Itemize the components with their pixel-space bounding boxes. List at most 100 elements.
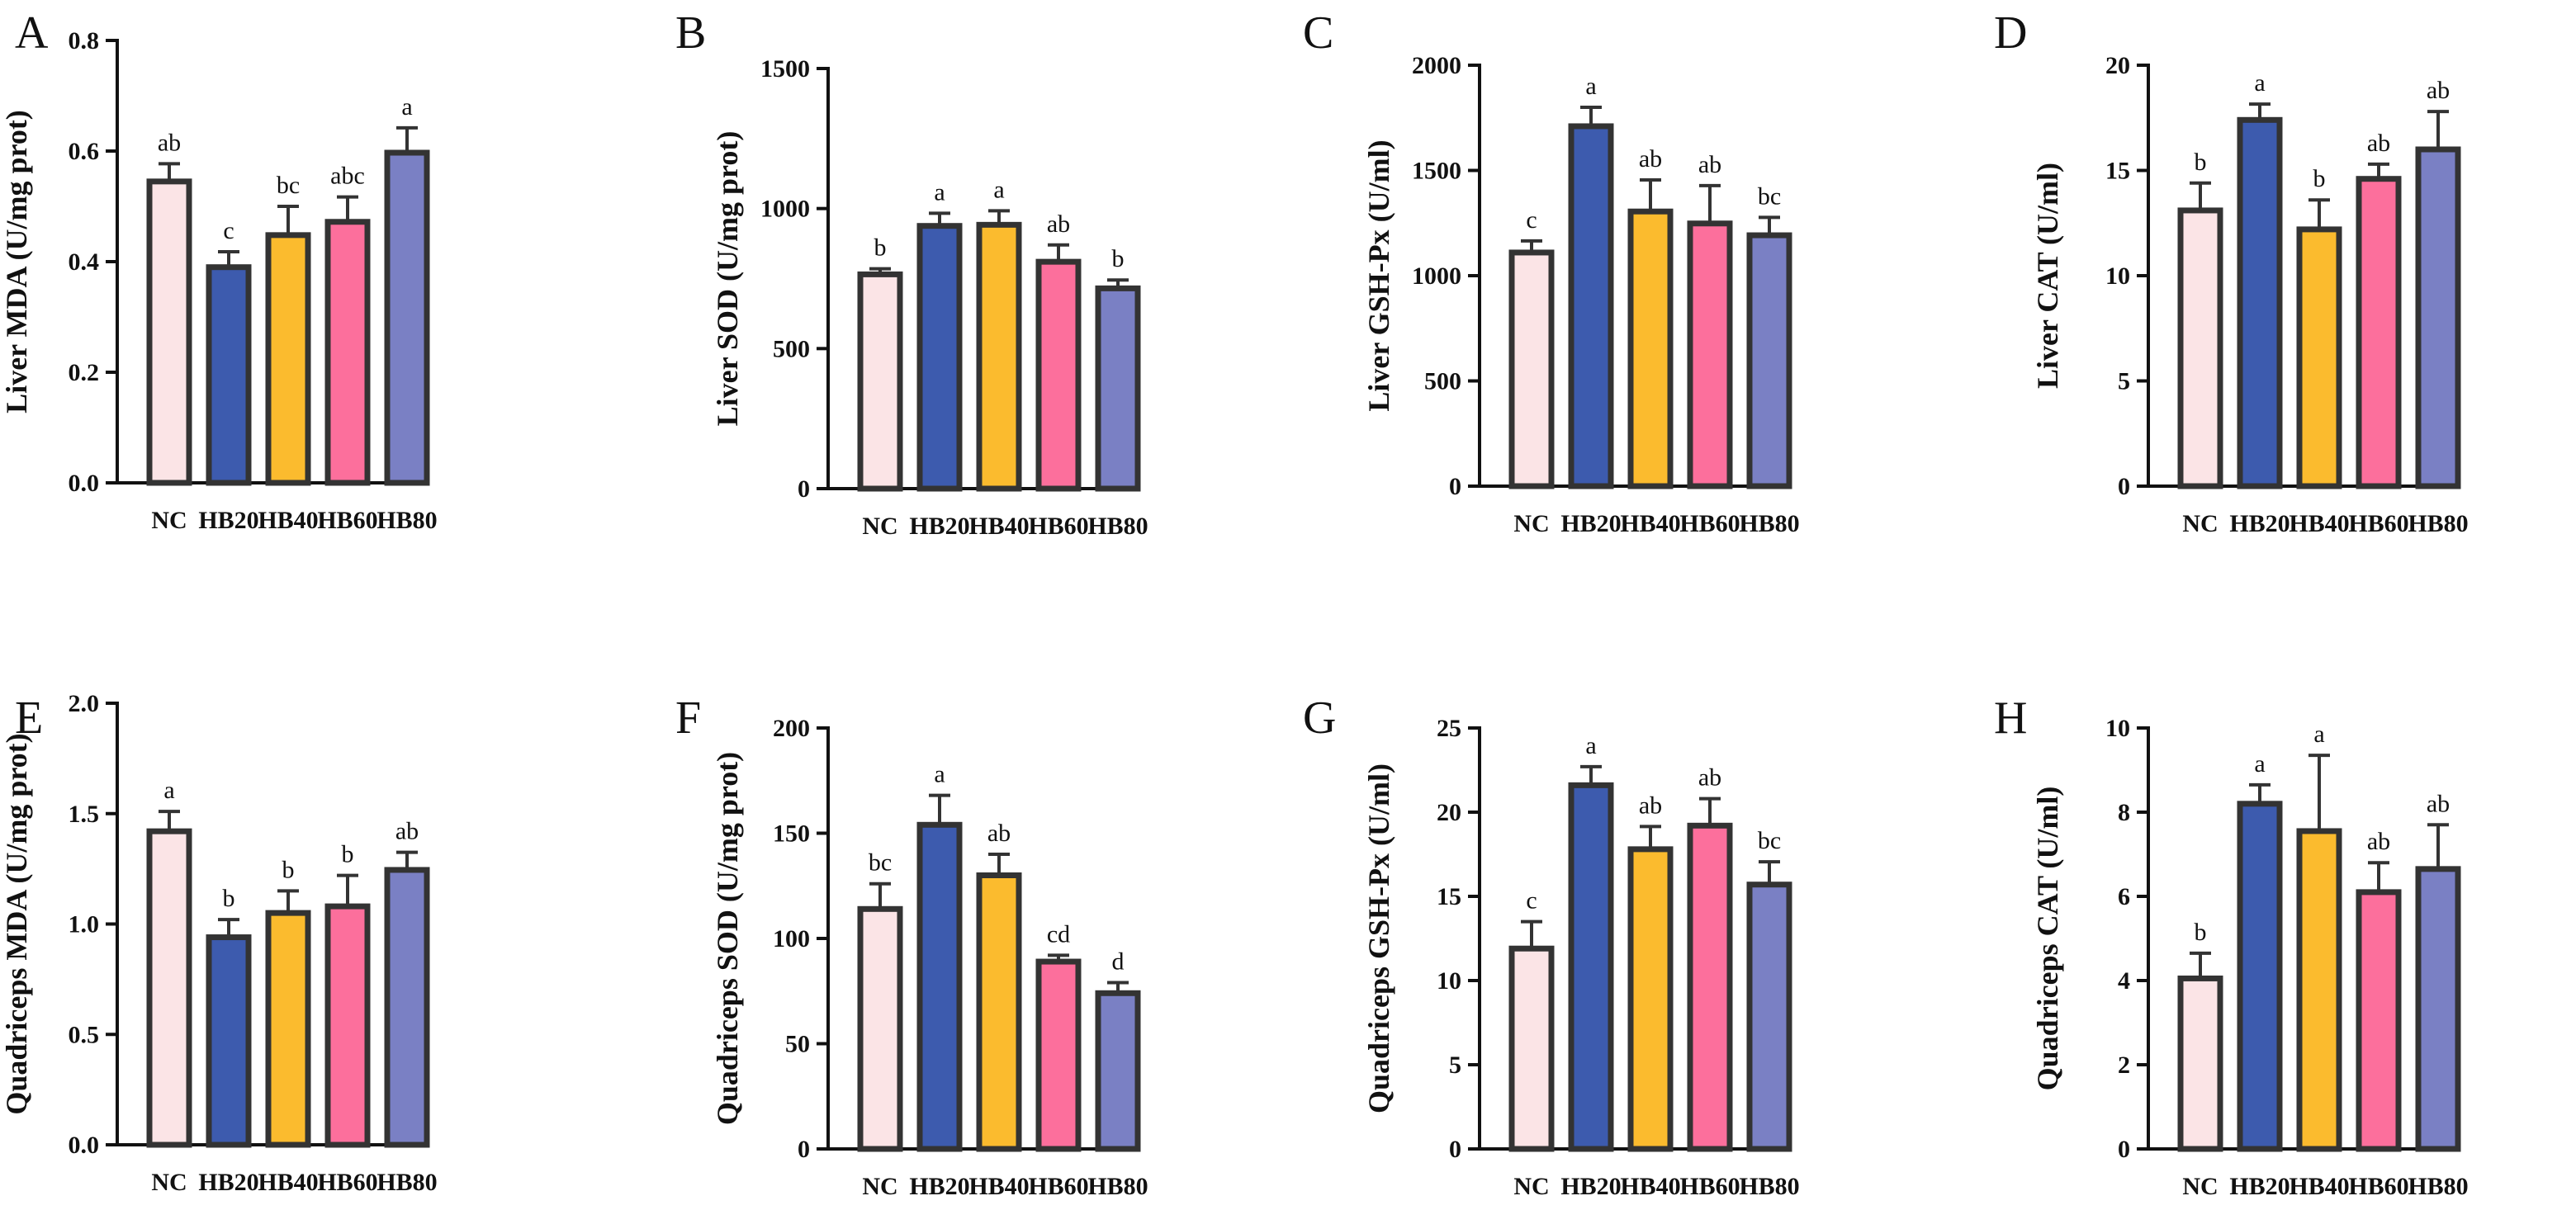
significance-label: ab (1639, 145, 1662, 173)
bar-hb80 (2415, 146, 2461, 489)
y-tick-label: 1000 (1412, 262, 1461, 290)
bar-hb20 (2237, 801, 2283, 1152)
y-tick-label: 0.4 (69, 248, 100, 276)
x-category-label: NC (862, 1173, 897, 1200)
x-category-label: HB40 (1620, 510, 1680, 537)
bar-hb20 (1568, 123, 1614, 489)
significance-label: a (1585, 73, 1596, 100)
y-tick-label: 0 (2118, 1136, 2130, 1163)
x-category-label: HB20 (1560, 510, 1621, 537)
y-tick-label: 0.0 (69, 1132, 100, 1159)
significance-label: b (2195, 149, 2207, 176)
y-tick-label: 0.2 (69, 359, 100, 386)
y-tick-label: 8 (2118, 799, 2130, 826)
significance-label: ab (158, 129, 181, 156)
y-tick-label: 4 (2118, 967, 2130, 995)
x-category-label: NC (2182, 1173, 2218, 1200)
x-category-label: NC (862, 513, 897, 540)
y-tick-label: 1500 (1412, 158, 1461, 185)
bar-hb60 (324, 903, 371, 1148)
x-category-label: HB20 (2229, 510, 2290, 537)
significance-label: a (993, 176, 1004, 203)
y-tick-label: 20 (2105, 52, 2130, 79)
significance-label: b (223, 885, 235, 912)
x-category-label: HB60 (1679, 510, 1740, 537)
x-category-label: NC (1513, 1173, 1549, 1200)
x-category-label: HB80 (1739, 1173, 1799, 1200)
bar-nc (2177, 975, 2223, 1152)
bar-hb80 (384, 867, 430, 1148)
y-tick-label: 5 (1449, 1052, 1461, 1079)
panel-letter: E (15, 692, 43, 744)
y-axis-title: Liver MDA (U/mg prot) (0, 110, 33, 414)
x-category-label: HB60 (1679, 1173, 1740, 1200)
x-category-label: HB40 (2289, 510, 2349, 537)
x-category-label: HB40 (968, 513, 1029, 540)
y-tick-label: 25 (1437, 715, 1461, 742)
y-tick-label: 150 (773, 820, 810, 848)
x-category-label: HB40 (258, 1169, 318, 1196)
y-tick-label: 200 (773, 715, 810, 742)
x-category-label: HB40 (258, 507, 318, 534)
bar-hb40 (265, 910, 311, 1148)
bar-nc (1508, 945, 1555, 1152)
y-axis-title: Liver CAT (U/ml) (2031, 163, 2064, 389)
significance-label: ab (395, 818, 419, 845)
x-category-label: NC (1513, 510, 1549, 537)
significance-label: ab (2367, 828, 2390, 855)
significance-label: bc (1758, 182, 1781, 210)
y-tick-label: 5 (2118, 368, 2130, 395)
x-category-label: HB60 (317, 507, 377, 534)
significance-label: b (2313, 165, 2326, 192)
x-category-label: HB80 (1087, 1173, 1148, 1200)
significance-label: c (1526, 206, 1537, 234)
significance-label: ab (1639, 792, 1662, 819)
y-tick-label: 15 (1437, 883, 1461, 910)
y-tick-label: 1500 (760, 55, 810, 83)
significance-label: b (282, 856, 295, 883)
bar-hb40 (2296, 226, 2342, 489)
significance-label: b (1112, 245, 1125, 272)
bar-nc (146, 178, 192, 486)
significance-label: b (2195, 919, 2207, 946)
bar-hb80 (1746, 232, 1792, 489)
x-category-label: NC (151, 1169, 187, 1196)
y-axis-title: Quadriceps MDA (U/mg prot) (0, 733, 33, 1114)
y-tick-label: 2000 (1412, 52, 1461, 79)
y-tick-label: 500 (1424, 368, 1461, 395)
x-category-label: HB40 (1620, 1173, 1680, 1200)
x-category-label: HB20 (198, 507, 258, 534)
significance-label: c (1526, 887, 1537, 915)
bar-hb80 (384, 149, 430, 486)
x-category-label: NC (2182, 510, 2218, 537)
panel-letter: F (675, 692, 701, 744)
panel-letter: B (675, 7, 706, 59)
bar-nc (857, 905, 903, 1152)
bar-hb60 (1687, 220, 1733, 489)
x-category-label: HB20 (909, 1173, 969, 1200)
significance-label: b (874, 234, 887, 262)
y-tick-label: 6 (2118, 883, 2130, 910)
panel-g: G Quadriceps GSH-Px (U/ml) 0 5 10 15 20 25 c NC a H… (1303, 692, 1800, 1200)
bar-nc (2177, 207, 2223, 489)
bar-hb20 (206, 264, 252, 486)
bar-hb20 (916, 223, 963, 492)
bar-hb60 (2356, 889, 2402, 1152)
panel-h: H Quadriceps CAT (U/ml) 0 2 4 6 8 10 b NC a HB20 a HB… (1994, 692, 2469, 1200)
panel-letter: D (1994, 7, 2027, 59)
significance-label: cd (1047, 920, 1070, 948)
bar-hb20 (206, 934, 252, 1148)
panel-f: F Quadriceps SOD (U/mg prot) 0 50 100 150 200 b… (675, 692, 1148, 1200)
significance-label: c (223, 217, 234, 244)
y-tick-label: 0 (2118, 473, 2130, 500)
y-tick-label: 0.6 (69, 138, 100, 165)
bar-hb60 (1035, 258, 1082, 492)
bar-hb80 (1095, 990, 1141, 1152)
significance-label: ab (2427, 790, 2450, 817)
panel-letter: C (1303, 7, 1333, 59)
bar-nc (1508, 249, 1555, 489)
x-category-label: HB20 (1560, 1173, 1621, 1200)
significance-label: abc (330, 163, 365, 190)
